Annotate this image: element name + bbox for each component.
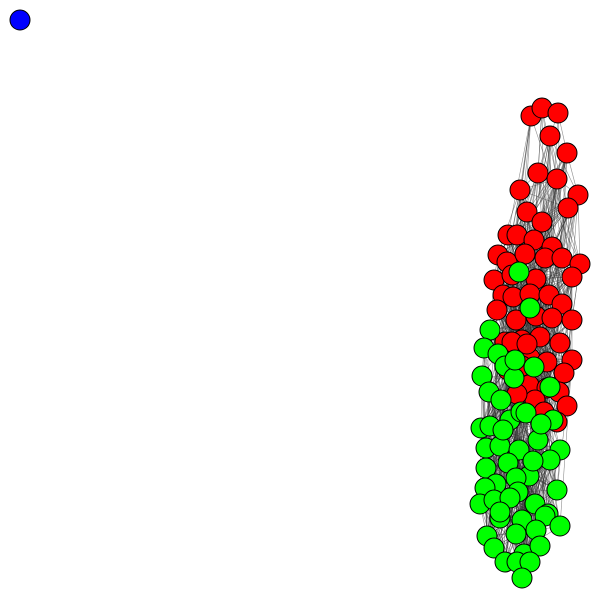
red-node <box>561 266 583 288</box>
red-node <box>486 299 508 321</box>
green-node <box>522 450 544 472</box>
green-node <box>490 389 512 411</box>
green-node <box>523 356 545 378</box>
red-node <box>556 395 578 417</box>
red-node <box>561 309 583 331</box>
red-node <box>509 179 531 201</box>
red-node <box>539 125 561 147</box>
green-node <box>530 413 552 435</box>
red-node <box>557 197 579 219</box>
red-node <box>541 307 563 329</box>
green-node <box>529 535 551 557</box>
red-node <box>505 309 527 331</box>
green-node <box>483 537 505 559</box>
red-node <box>531 211 553 233</box>
red-node <box>549 332 571 354</box>
green-node <box>505 523 527 545</box>
edge-line <box>507 115 532 236</box>
node-layer <box>9 9 591 589</box>
edge-line <box>497 189 521 256</box>
green-node <box>515 402 537 424</box>
red-node <box>514 243 536 265</box>
green-node <box>539 376 561 398</box>
green-node <box>519 297 541 319</box>
red-node <box>527 162 549 184</box>
green-node <box>503 367 525 389</box>
green-node <box>508 261 530 283</box>
isolated-node <box>9 9 31 31</box>
red-node <box>516 201 538 223</box>
red-node <box>547 102 569 124</box>
red-node <box>556 142 578 164</box>
red-node <box>546 168 568 190</box>
green-node <box>549 515 571 537</box>
green-node <box>489 501 511 523</box>
green-node <box>511 567 533 589</box>
red-node <box>551 247 573 269</box>
green-node <box>479 319 501 341</box>
green-node <box>504 349 526 371</box>
edge-line <box>521 412 527 521</box>
green-node <box>492 419 514 441</box>
red-node <box>516 333 538 355</box>
green-node <box>546 479 568 501</box>
